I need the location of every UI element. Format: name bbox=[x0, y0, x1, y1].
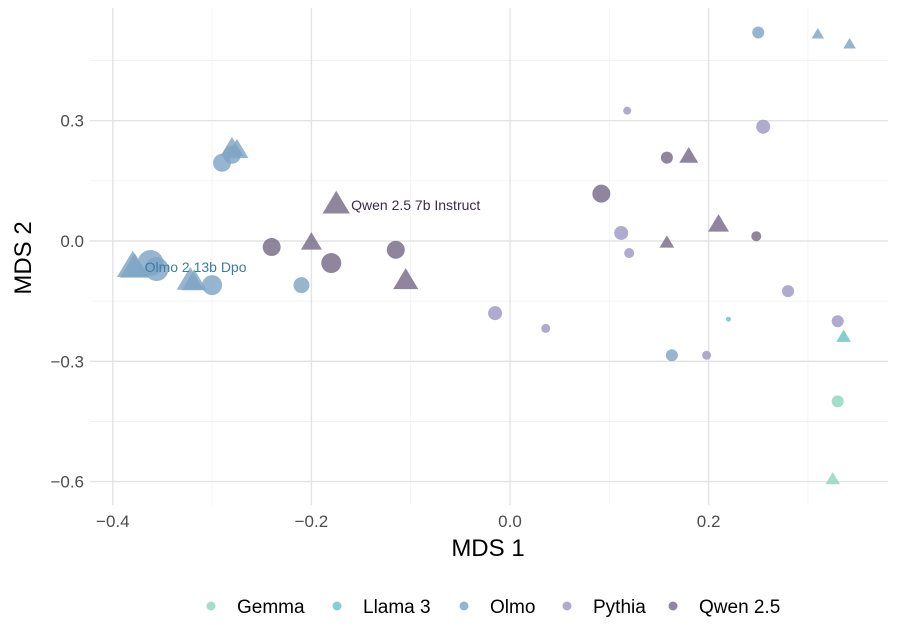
legend-key-pythia bbox=[562, 601, 572, 611]
legend: Gemma Llama 3 Olmo Pythia Qwen 2.5 bbox=[206, 597, 780, 618]
legend-key-qwen-2-5 bbox=[668, 601, 678, 611]
legend-label-qwen-2-5: Qwen 2.5 bbox=[699, 597, 780, 618]
legend-key-olmo bbox=[459, 601, 469, 611]
point-qwen-2-5-triangle bbox=[393, 268, 419, 290]
point-qwen-2-5-triangle bbox=[679, 147, 699, 163]
point-qwen-2-5-triangle bbox=[322, 190, 350, 214]
point-qwen-2-5-triangle bbox=[708, 214, 730, 232]
point-qwen-2-5-circle bbox=[660, 151, 673, 164]
x-tick-label: 0.0 bbox=[498, 512, 522, 531]
point-olmo-circle bbox=[752, 26, 765, 39]
y-tick-label: −0.6 bbox=[50, 473, 84, 492]
point-llama-3-triangle bbox=[836, 329, 851, 342]
point-olmo-circle bbox=[665, 349, 678, 362]
point-pythia-circle bbox=[541, 323, 551, 333]
point-annotation-label: Qwen 2.5 7b Instruct bbox=[351, 197, 480, 213]
point-pythia-circle bbox=[831, 315, 844, 328]
point-gemma-circle bbox=[831, 395, 844, 408]
point-qwen-2-5-circle bbox=[262, 238, 281, 257]
point-qwen-2-5-triangle bbox=[659, 235, 675, 248]
point-olmo-circle bbox=[222, 145, 241, 164]
x-tick-label: 0.2 bbox=[697, 512, 721, 531]
point-pythia-circle bbox=[614, 225, 629, 240]
x-tick-label: −0.2 bbox=[295, 512, 329, 531]
point-olmo-triangle bbox=[811, 27, 825, 39]
point-llama-3-circle bbox=[725, 316, 731, 322]
point-qwen-2-5-circle bbox=[386, 240, 405, 259]
point-qwen-2-5-circle bbox=[592, 184, 611, 203]
point-pythia-circle bbox=[488, 306, 503, 321]
y-axis-ticks: −0.6 −0.3 0.0 0.3 bbox=[50, 112, 84, 492]
point-qwen-2-5-triangle bbox=[300, 232, 322, 250]
legend-label-llama-3: Llama 3 bbox=[363, 597, 431, 618]
point-pythia-circle bbox=[624, 248, 635, 259]
point-pythia-circle bbox=[756, 119, 771, 134]
point-olmo-circle bbox=[293, 277, 310, 294]
point-olmo-circle bbox=[144, 257, 169, 282]
point-pythia-circle bbox=[702, 350, 712, 360]
legend-key-gemma bbox=[206, 601, 216, 611]
point-olmo-circle bbox=[202, 275, 223, 296]
y-tick-label: 0.0 bbox=[60, 232, 84, 251]
point-annotation-label: Olmo 2 13b Dpo bbox=[145, 259, 247, 275]
x-axis-ticks: −0.4 −0.2 0.0 0.2 bbox=[96, 512, 720, 531]
point-annotations: Qwen 2.5 7b Instruct Olmo 2 13b Dpo bbox=[145, 197, 481, 275]
point-qwen-2-5-circle bbox=[751, 231, 762, 242]
legend-label-pythia: Pythia bbox=[593, 597, 646, 618]
point-olmo-triangle bbox=[181, 269, 207, 291]
point-qwen-2-5-circle bbox=[321, 253, 342, 274]
y-tick-label: 0.3 bbox=[60, 112, 84, 131]
legend-key-llama-3 bbox=[332, 601, 342, 611]
point-pythia-circle bbox=[623, 106, 632, 115]
legend-label-olmo: Olmo bbox=[490, 597, 535, 618]
x-tick-label: −0.4 bbox=[96, 512, 130, 531]
y-tick-label: −0.3 bbox=[50, 352, 84, 371]
x-axis-title: MDS 1 bbox=[451, 535, 524, 562]
grid-lines bbox=[90, 8, 888, 505]
data-points bbox=[116, 26, 856, 485]
point-gemma-triangle bbox=[825, 472, 841, 485]
y-axis-title: MDS 2 bbox=[10, 221, 37, 294]
point-olmo-triangle bbox=[843, 38, 856, 49]
point-pythia-circle bbox=[782, 285, 795, 298]
legend-label-gemma: Gemma bbox=[237, 597, 305, 618]
